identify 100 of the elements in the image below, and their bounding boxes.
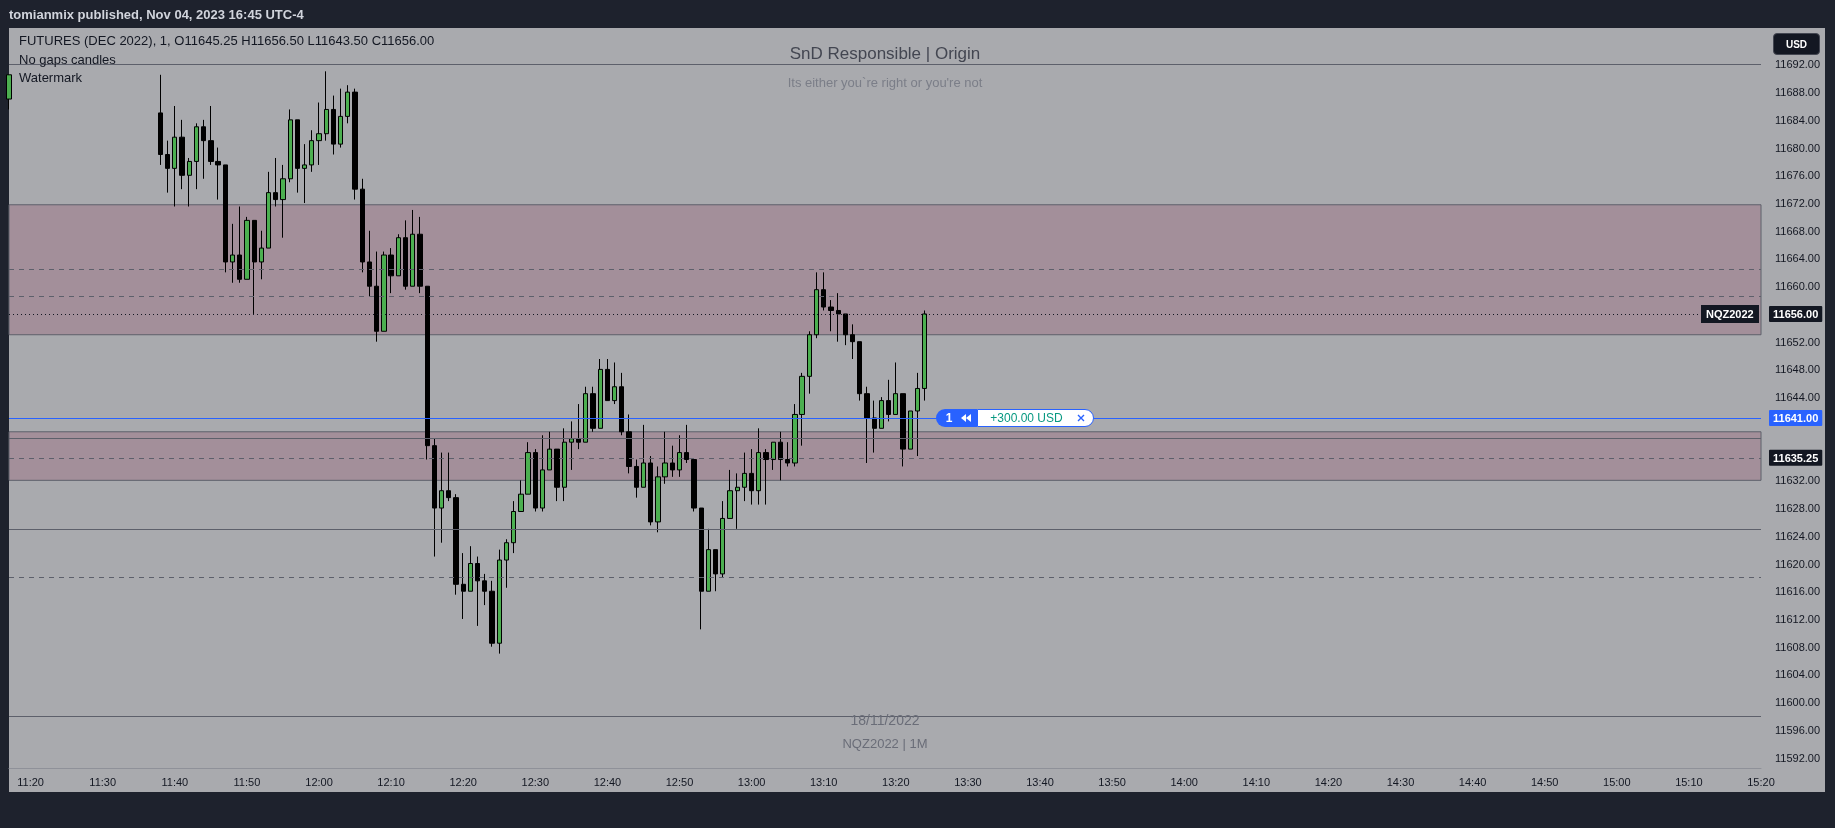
y-tick-label: 11624.00 [1775, 529, 1821, 542]
y-tick-label: 11684.00 [1775, 113, 1821, 126]
x-tick-label: 12:30 [521, 775, 550, 788]
candlestick [280, 164, 286, 239]
candlestick [807, 330, 812, 395]
candlestick [446, 452, 451, 502]
candlestick [266, 171, 271, 249]
candlestick [590, 386, 596, 433]
candlestick [612, 361, 617, 405]
annotation: Watermark [19, 70, 83, 85]
candlestick [179, 119, 185, 190]
annotation: NQZ2022 [1701, 304, 1759, 323]
x-tick-label: 11:20 [17, 775, 44, 788]
candlestick [439, 452, 444, 544]
x-tick-label: 12:40 [593, 775, 622, 788]
x-tick-label: 13:50 [1098, 775, 1126, 788]
annotation: NQZ2022 | 1M [842, 736, 928, 751]
y-tick-label: 11672.00 [1775, 197, 1821, 210]
candlestick [396, 233, 401, 277]
candlestick [237, 206, 242, 284]
candlestick [720, 500, 725, 578]
candlestick [316, 102, 322, 166]
x-tick-label: 13:30 [954, 775, 982, 788]
candlestick [374, 251, 379, 343]
candlestick [605, 358, 610, 402]
candlestick [670, 445, 675, 478]
candlestick [295, 119, 300, 194]
ref-line-label: 11635.25 [1773, 451, 1819, 464]
text: tomianmix published, Nov 04, 2023 16:45 UTC-4 [9, 7, 304, 22]
candlestick [511, 500, 516, 554]
annotation: 18/11/2022 [850, 712, 920, 728]
candlestick [223, 164, 228, 273]
candlestick [893, 361, 898, 415]
candlestick [857, 341, 862, 402]
y-tick-label: 11688.00 [1775, 86, 1821, 99]
candlestick [677, 434, 682, 478]
y-tick-label: 11660.00 [1775, 280, 1821, 293]
candlestick [648, 455, 653, 526]
y-tick-label: 11668.00 [1775, 224, 1821, 237]
candlestick [749, 448, 754, 506]
candlestick [908, 410, 913, 450]
y-tick-label: 11692.00 [1775, 58, 1821, 71]
x-tick-label: 14:50 [1530, 775, 1559, 788]
candlestick [598, 358, 603, 429]
annotation: +300.00 USD [990, 410, 1063, 425]
candlestick [821, 271, 826, 311]
candlestick [425, 285, 430, 461]
candlestick [230, 223, 235, 284]
y-tick-label: 11680.00 [1775, 141, 1821, 154]
x-tick-label: 14:40 [1458, 775, 1487, 788]
x-tick-label: 12:10 [377, 775, 405, 788]
candlestick [338, 88, 343, 149]
y-tick-label: 11612.00 [1775, 612, 1821, 625]
x-tick-label: 14:20 [1314, 775, 1343, 788]
candlestick [288, 108, 293, 183]
annotation: FUTURES (DEC 2022), 1, O11645.25 H11656.50 L11643.50 C11656.00 [19, 33, 435, 48]
y-tick-label: 11596.00 [1775, 723, 1821, 736]
y-tick-label: 11628.00 [1775, 502, 1821, 515]
candlestick [900, 393, 906, 467]
candlestick [583, 386, 588, 443]
candlestick [814, 271, 819, 339]
y-tick-label: 11632.00 [1775, 474, 1821, 487]
x-tick-label: 13:00 [737, 775, 766, 788]
candlestick [324, 70, 329, 142]
candlestick [626, 413, 632, 474]
candlestick [453, 493, 459, 596]
candlestick [699, 507, 704, 630]
candlestick [201, 119, 206, 180]
x-tick-label: 15:00 [1603, 775, 1631, 788]
y-tick-label: 11600.00 [1775, 696, 1821, 709]
candlestick [576, 403, 581, 450]
candlestick [504, 538, 509, 589]
y-tick-label: 11648.00 [1775, 363, 1821, 376]
candlestick [345, 84, 350, 124]
candlestick [562, 427, 567, 502]
x-tick-label: 15:10 [1675, 775, 1703, 788]
candlestick [158, 74, 163, 166]
candlestick [352, 88, 358, 201]
y-tick-label: 11644.00 [1775, 391, 1821, 404]
candlestick [879, 396, 884, 429]
candlestick [533, 448, 538, 513]
candlestick [273, 157, 278, 207]
candlestick [872, 400, 877, 454]
y-tick-label: 11652.00 [1775, 335, 1821, 348]
candlestick [540, 434, 545, 513]
candlestick [497, 549, 502, 655]
y-tick-label: 11664.00 [1775, 252, 1821, 265]
x-tick-label: 12:50 [665, 775, 694, 788]
x-tick-label: 13:40 [1026, 775, 1054, 788]
annotation: 1 [945, 410, 953, 425]
candlestick [641, 424, 646, 488]
candlestick [302, 143, 307, 204]
text: USD [1773, 33, 1820, 55]
candlestick [259, 230, 264, 280]
candlestick [244, 216, 250, 280]
candlestick [850, 323, 855, 360]
candlestick [727, 469, 733, 519]
x-tick-label: 13:20 [882, 775, 910, 788]
candlestick [417, 216, 423, 294]
candlestick [569, 420, 574, 471]
